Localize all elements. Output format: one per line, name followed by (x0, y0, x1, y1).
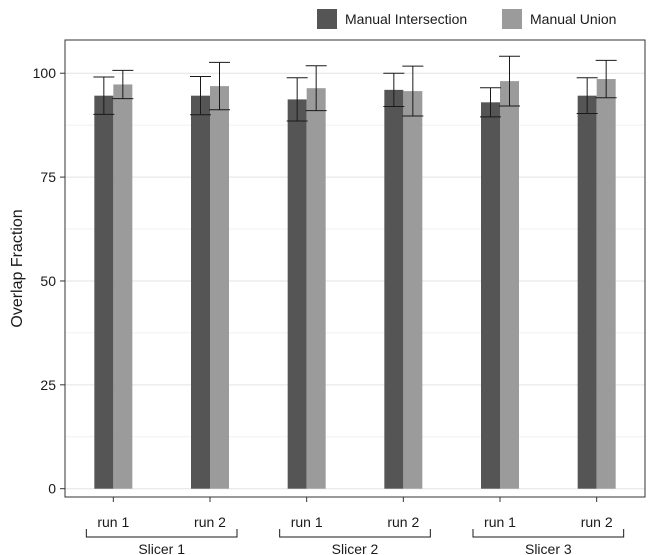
bar (403, 91, 423, 489)
error-bars (93, 55, 617, 122)
legend: Manual Intersection Manual Union (317, 9, 616, 29)
y-axis-title: Overlap Fraction (9, 209, 26, 327)
bar (306, 88, 326, 489)
bar (191, 95, 210, 489)
legend-label: Manual Intersection (345, 11, 467, 27)
x-tick-label: run 1 (291, 514, 323, 530)
x-axis: run 1 run 2 run 1 run 2 run 1 run 2 Slicer 1 Sl… (85, 497, 625, 555)
y-tick-label: 25 (40, 377, 56, 393)
bar (596, 79, 616, 489)
y-axis: 0 25 50 75 100 (33, 65, 65, 497)
y-tick-label: 50 (40, 273, 56, 289)
bar (481, 102, 500, 489)
bar (500, 81, 519, 489)
bar (577, 95, 597, 489)
x-tick-label: run 1 (484, 514, 516, 530)
bar (384, 89, 404, 489)
group-bracket (279, 529, 431, 538)
x-tick-label: run 2 (581, 514, 613, 530)
group-label: Slicer 3 (525, 541, 572, 555)
group-label: Slicer 2 (332, 541, 379, 555)
legend-label: Manual Union (530, 11, 616, 27)
x-tick-label: run 1 (97, 514, 129, 530)
grid (65, 72, 645, 490)
group-bracket (472, 529, 625, 538)
bar (287, 99, 307, 489)
y-tick-label: 0 (48, 481, 56, 497)
group-label: Slicer 1 (138, 541, 185, 555)
bar (210, 86, 229, 489)
plot-frame (64, 39, 646, 498)
x-tick-label: run 2 (387, 514, 419, 530)
legend-swatch (317, 9, 337, 29)
legend-swatch (502, 9, 522, 29)
group-bracket (85, 529, 238, 538)
x-tick-label: run 2 (194, 514, 226, 530)
bar (94, 95, 114, 489)
y-tick-label: 100 (33, 65, 57, 81)
bars (94, 79, 616, 489)
y-tick-label: 75 (40, 169, 56, 185)
bar (113, 84, 133, 489)
